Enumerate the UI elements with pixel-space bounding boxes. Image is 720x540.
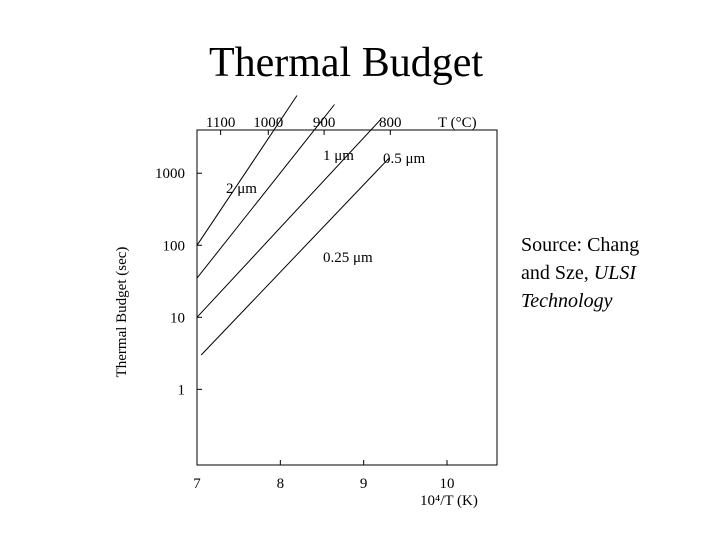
slide-title: Thermal Budget bbox=[208, 40, 484, 86]
x-tick-label: 8 bbox=[277, 476, 285, 492]
x-axis-label-text: 10⁴/T (K) bbox=[420, 493, 478, 509]
plot-frame bbox=[196, 129, 498, 466]
series-label-1um: 1 μm bbox=[323, 148, 354, 164]
source-line-1: Source: Chang bbox=[521, 234, 640, 256]
top-axis-label: T (°C) bbox=[438, 115, 477, 131]
source-line-2: and Sze, ULSI bbox=[521, 259, 711, 287]
series-label-2um: 2 μm bbox=[226, 181, 257, 197]
series-label-0-25um: 0.25 μm bbox=[323, 250, 373, 266]
series-line-1 bbox=[196, 104, 335, 279]
y-tick-label: 100 bbox=[163, 238, 186, 254]
top-tick-label: 800 bbox=[379, 115, 402, 131]
x-tick-label: 10 bbox=[440, 476, 455, 492]
y-tick-label: 1 bbox=[178, 382, 186, 398]
x-tick-label: 9 bbox=[360, 476, 368, 492]
x-tick-label: 7 bbox=[193, 476, 201, 492]
source-book-title-2: Technology bbox=[521, 290, 613, 312]
source-book-title-1: ULSI bbox=[593, 262, 636, 284]
top-tick-label: 1100 bbox=[206, 115, 235, 131]
series-label-0-5um: 0.5 μm bbox=[383, 151, 426, 167]
y-tick-label: 1000 bbox=[155, 166, 185, 182]
top-tick-label: 900 bbox=[313, 115, 336, 131]
y-tick-label: 10 bbox=[170, 310, 185, 326]
series-line-3 bbox=[200, 158, 390, 356]
series-line-2 bbox=[196, 119, 381, 318]
x-axis-label: 10⁴/T (K) bbox=[420, 493, 478, 509]
y-axis-label: Thermal Budget (sec) bbox=[114, 247, 130, 378]
source-authors-suffix: and Sze, bbox=[521, 262, 589, 284]
series-line-0 bbox=[196, 95, 298, 246]
series-lines bbox=[196, 95, 390, 356]
source-note: Source: Chang and Sze, ULSI Technology bbox=[521, 231, 711, 315]
